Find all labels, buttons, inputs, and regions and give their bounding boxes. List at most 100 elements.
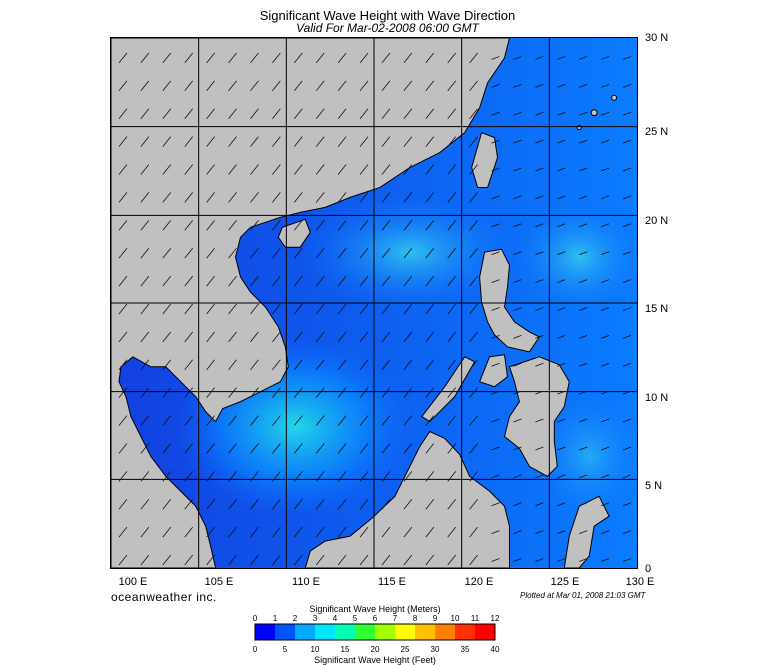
wave-arrow bbox=[381, 192, 391, 203]
wave-arrow bbox=[469, 108, 478, 119]
wave-arrow bbox=[491, 167, 500, 172]
wave-arrow bbox=[469, 554, 478, 566]
wave-arrow bbox=[293, 415, 303, 426]
wave-arrow bbox=[469, 526, 478, 538]
wave-arrow bbox=[491, 56, 500, 60]
wave-arrow bbox=[622, 251, 632, 256]
wave-arrow bbox=[293, 471, 303, 482]
wave-arrow bbox=[315, 331, 325, 343]
wave-arrow bbox=[381, 136, 391, 147]
wave-arrow bbox=[425, 220, 435, 231]
wave-arrow bbox=[557, 56, 566, 60]
wave-arrow bbox=[381, 220, 391, 231]
wave-arrow bbox=[206, 387, 215, 398]
wave-arrow bbox=[513, 251, 522, 256]
wave-arrow bbox=[250, 52, 259, 64]
wave-arrow bbox=[381, 52, 391, 64]
wave-arrow bbox=[118, 415, 128, 426]
legend-tick-feet: 40 bbox=[491, 645, 500, 654]
wave-arrow bbox=[140, 499, 150, 510]
wave-arrow bbox=[600, 418, 610, 423]
wave-arrow bbox=[337, 443, 347, 454]
wave-arrow bbox=[184, 220, 194, 231]
wave-arrow bbox=[600, 195, 610, 200]
wave-arrow bbox=[250, 387, 259, 398]
wave-arrow bbox=[162, 303, 172, 315]
wave-arrow bbox=[118, 499, 128, 510]
wave-arrow bbox=[359, 415, 369, 426]
wave-arrow bbox=[600, 111, 610, 116]
wave-arrow bbox=[535, 56, 544, 60]
wave-arrow bbox=[513, 195, 522, 200]
wave-arrow bbox=[535, 502, 544, 507]
wave-arrow bbox=[228, 303, 237, 315]
legend-swatch bbox=[255, 624, 276, 640]
wave-arrow bbox=[272, 303, 281, 315]
wave-arrow bbox=[359, 192, 369, 203]
wave-arrow bbox=[600, 279, 610, 283]
wave-arrow bbox=[600, 502, 610, 507]
wave-arrow bbox=[600, 362, 610, 367]
wave-arrow bbox=[622, 83, 632, 88]
wave-arrow bbox=[513, 335, 522, 339]
wave-arrow bbox=[162, 192, 172, 203]
wave-arrow bbox=[118, 303, 128, 315]
legend-swatch bbox=[375, 624, 396, 640]
wave-arrow bbox=[600, 223, 610, 228]
wave-arrow bbox=[381, 443, 391, 454]
wave-arrow bbox=[513, 279, 522, 283]
wave-arrow bbox=[293, 303, 303, 315]
wave-arrow bbox=[293, 499, 303, 510]
wave-arrow bbox=[557, 530, 566, 534]
wave-arrow bbox=[140, 331, 150, 343]
wave-arrow bbox=[162, 52, 172, 64]
wave-arrow bbox=[228, 331, 237, 343]
wave-arrow bbox=[272, 331, 281, 343]
wave-arrow bbox=[381, 108, 391, 119]
wave-arrow bbox=[272, 275, 281, 287]
wave-arrow bbox=[359, 220, 369, 231]
wave-arrow bbox=[381, 387, 391, 398]
wave-arrow bbox=[272, 52, 281, 64]
lon-label: 100 E bbox=[118, 576, 148, 588]
wave-arrow bbox=[359, 164, 369, 175]
wave-arrow bbox=[535, 530, 544, 534]
wave-arrow bbox=[579, 362, 588, 367]
wave-arrow bbox=[162, 359, 172, 370]
wave-arrow bbox=[491, 307, 500, 311]
wave-arrow bbox=[622, 167, 632, 172]
legend-tick-feet: 30 bbox=[431, 645, 440, 654]
wave-arrow bbox=[600, 446, 610, 451]
wave-arrow bbox=[622, 307, 632, 311]
wave-arrow bbox=[293, 220, 303, 231]
lat-label: 25 N bbox=[645, 126, 669, 138]
wave-arrow bbox=[184, 499, 194, 510]
wave-arrow bbox=[118, 52, 128, 64]
wave-arrow bbox=[162, 499, 172, 510]
wave-arrow bbox=[425, 526, 435, 538]
legend-feet-title: Significant Wave Height (Feet) bbox=[314, 655, 436, 665]
wave-arrow bbox=[337, 471, 347, 482]
wave-arrow bbox=[425, 108, 435, 119]
wave-arrow bbox=[315, 526, 325, 538]
wave-arrow bbox=[513, 558, 522, 562]
wave-arrow bbox=[184, 108, 194, 119]
legend-tick-meters: 5 bbox=[353, 614, 358, 623]
wave-arrow bbox=[600, 139, 610, 144]
wave-arrow bbox=[557, 558, 566, 562]
wave-arrow bbox=[403, 443, 413, 454]
wave-arrow bbox=[315, 415, 325, 426]
wave-arrow bbox=[425, 359, 435, 370]
wave-arrow bbox=[491, 530, 500, 534]
wave-arrow bbox=[491, 111, 500, 116]
wave-arrow bbox=[622, 223, 632, 228]
wave-arrow bbox=[118, 331, 128, 343]
wave-arrow bbox=[579, 502, 588, 507]
wave-arrow bbox=[579, 56, 588, 60]
wave-arrow bbox=[381, 247, 391, 259]
wave-arrow bbox=[228, 80, 237, 92]
wave-arrow bbox=[118, 443, 128, 454]
legend-tick-meters: 0 bbox=[253, 614, 258, 623]
wave-arrow bbox=[535, 362, 544, 367]
wave-arrow bbox=[337, 52, 347, 64]
